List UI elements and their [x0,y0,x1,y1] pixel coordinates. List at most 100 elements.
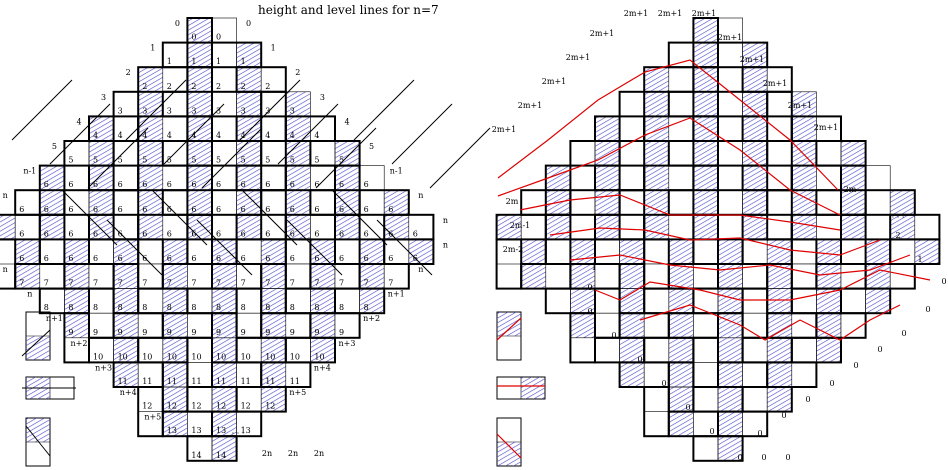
grid-cell [693,337,719,363]
height-number: 7 [314,279,319,288]
right-row-label: n [418,191,423,200]
right-row-label: n+4 [314,363,331,372]
height-number: 6 [290,229,295,238]
height-number: 8 [142,303,147,312]
height-number: 6 [216,254,221,263]
left-row-label: 4 [76,117,81,126]
grid-cell [520,263,547,289]
grid-cell [310,337,336,363]
grid-cell [717,386,743,412]
left-dots: · · · [232,429,245,438]
grid-cell [260,214,287,240]
right-left-label: 2m+1 [590,29,614,38]
grid-cell [717,189,743,216]
grid-cell [496,214,522,240]
height-number: 7 [290,279,295,288]
grid-cell [39,288,65,314]
labels-layer: 001122334455n-1n-1nnnnnnnnnn+1n+1n+2n+2n… [3,9,947,462]
grid-cell [594,116,620,142]
height-number: 3 [265,106,270,115]
level-line [151,189,208,246]
legend-left [21,311,76,467]
height-number: 7 [388,279,393,288]
height-number: 6 [339,254,344,263]
grid-cell [619,140,645,166]
grid-cell [88,140,114,166]
grid-cell [570,214,596,240]
grid-cell [717,288,743,314]
right-bottom-label: 0 [785,453,790,462]
height-number: 9 [314,328,319,337]
grid-cell [113,362,139,388]
right-right-label: 2m+1 [814,123,838,132]
grid-cell [816,189,842,216]
height-number: 6 [93,254,98,263]
red-level-line [497,59,839,191]
grid-cell [88,312,114,339]
grid-cell [187,189,213,216]
grid-cell [64,214,90,240]
grid-cell [619,214,645,240]
legend-down-diagonal [25,417,51,467]
grid-cell [408,239,434,265]
grid-cell [693,362,719,388]
grid-cell [668,239,694,265]
height-number: 2 [191,82,196,91]
height-number: 13 [241,426,251,435]
height-number: 7 [339,279,344,288]
height-number: 6 [364,254,369,263]
grid-cell [766,189,793,216]
height-number: 8 [339,303,344,312]
grid-cell [594,165,620,191]
left-row-label: 2 [126,68,131,77]
level-line [49,103,111,165]
level-line [241,189,298,246]
grid-cell [717,362,743,388]
grid-cell [211,312,237,339]
height-number: 6 [290,254,295,263]
right-zero-label: 0 [685,403,690,412]
height-number: 6 [191,205,196,214]
height-number: 5 [142,156,147,165]
grid-cell [285,263,311,289]
grid-cell [39,263,65,289]
right-left-label: 2m+1 [492,125,516,134]
height-number: 5 [167,156,172,165]
height-number: 4 [93,131,98,140]
height-number: 6 [290,205,295,214]
left-row-label: n+1 [46,314,63,323]
grid-cell [137,214,164,240]
grid-cell [619,312,645,339]
height-number: 7 [216,279,221,288]
right-row-label: n+5 [289,388,306,397]
right-zero-label: 0 [829,379,834,388]
grid-cell [162,91,188,117]
height-number: 9 [339,328,344,337]
grid-cell [791,189,817,216]
grid-cell [643,140,670,166]
grid-cell [260,140,287,166]
right-dots: · · · [892,213,905,222]
left-row-label: n-1 [23,167,36,176]
right-right-label: 0 [941,277,946,286]
height-number: 11 [290,377,300,386]
height-number: 10 [118,352,128,361]
right-zero-label: 0 [637,355,642,364]
right-bottom-label: 0 [737,453,742,462]
legend-red-down [496,417,522,467]
grid-cell [693,435,719,462]
right-aztec-diamond [495,17,941,462]
grid-cell [840,239,866,265]
height-number: 7 [44,279,49,288]
grid-cell [260,66,287,93]
right-row-label: n [418,265,423,274]
grid-cell [791,165,817,191]
grid-cell [285,288,311,314]
height-number: 6 [339,205,344,214]
right-right-label: 2m+1 [718,33,742,42]
height-number: 13 [167,426,177,435]
height-number: 6 [388,205,393,214]
height-number: 5 [241,156,246,165]
height-number: 11 [216,377,226,386]
grid-cell [619,263,645,289]
